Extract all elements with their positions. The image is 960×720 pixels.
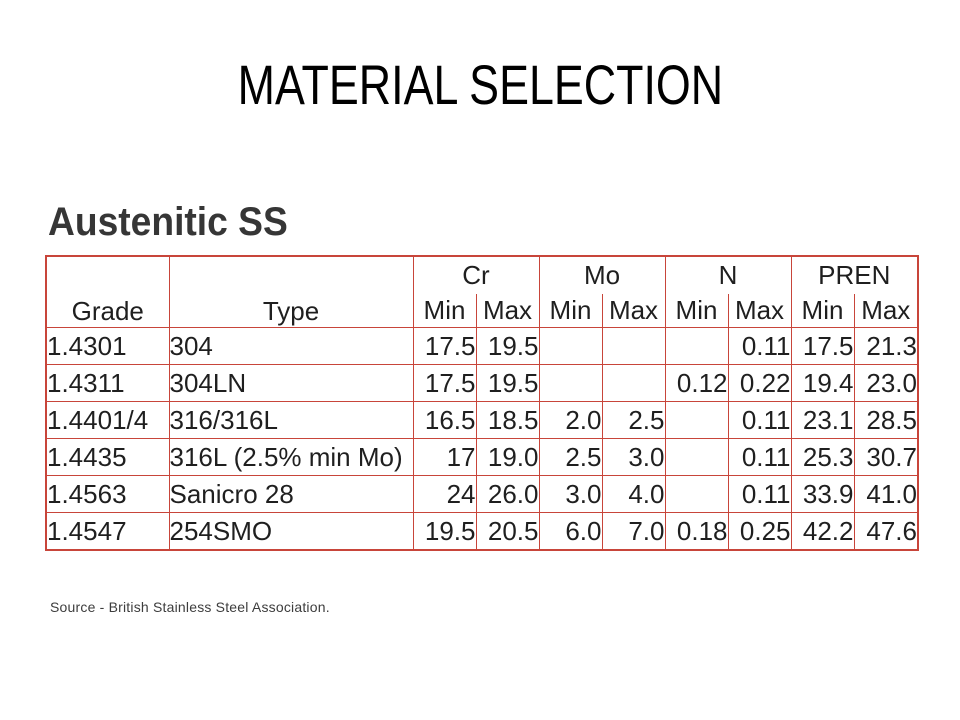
n-min-cell: [664, 401, 729, 439]
type-cell: 304LN: [168, 364, 414, 402]
cr-max-cell: 19.5: [475, 364, 540, 402]
pren-min-cell: 33.9: [790, 475, 855, 513]
mo-min-cell: [538, 327, 603, 365]
pren-min-cell: 19.4: [790, 364, 855, 402]
mo-max-cell: 7.0: [601, 512, 666, 551]
table-row: 1.4547 254SMO 19.5 20.5 6.0 7.0 0.18 0.2…: [45, 512, 919, 551]
grade-cell: 1.4311: [45, 364, 170, 402]
cr-max-cell: 20.5: [475, 512, 540, 551]
table-row: 1.4435 316L (2.5% min Mo) 17 19.0 2.5 3.…: [45, 438, 919, 476]
pren-max-cell: 28.5: [853, 401, 919, 439]
pren-max-cell: 41.0: [853, 475, 919, 513]
header-subrow: Min Max Min Max Min Max Min Max: [46, 294, 919, 328]
column-header-grade: Grade: [45, 255, 170, 328]
cr-max-cell: 26.0: [475, 475, 540, 513]
pren-min-cell: 25.3: [790, 438, 855, 476]
material-table-container: Grade Type Cr Mo N PREN Min Max Min Max …: [45, 255, 919, 551]
column-header-mo-max: Max: [601, 294, 666, 328]
material-table: Grade Type Cr Mo N PREN Min Max Min Max …: [45, 255, 919, 551]
column-header-pren-min: Min: [790, 294, 855, 328]
mo-max-cell: [601, 327, 666, 365]
cr-max-cell: 18.5: [475, 401, 540, 439]
table-row: 1.4563 Sanicro 28 24 26.0 3.0 4.0 0.11 3…: [45, 475, 919, 513]
grade-cell: 1.4547: [45, 512, 170, 551]
n-min-cell: 0.18: [664, 512, 729, 551]
cr-min-cell: 17.5: [412, 327, 477, 365]
n-max-cell: 0.11: [727, 475, 792, 513]
type-cell: 316/316L: [168, 401, 414, 439]
source-note: Source - British Stainless Steel Associa…: [50, 599, 330, 615]
column-group-cr: Cr: [412, 255, 540, 294]
n-min-cell: [664, 438, 729, 476]
mo-min-cell: 2.5: [538, 438, 603, 476]
column-header-n-min: Min: [664, 294, 729, 328]
pren-max-cell: 47.6: [853, 512, 919, 551]
section-heading: Austenitic SS: [48, 200, 306, 245]
slide-title: MATERIAL SELECTION: [0, 53, 960, 116]
cr-min-cell: 17: [412, 438, 477, 476]
pren-max-cell: 30.7: [853, 438, 919, 476]
column-header-n-max: Max: [727, 294, 792, 328]
n-max-cell: 0.11: [727, 327, 792, 365]
cr-min-cell: 24: [412, 475, 477, 513]
column-group-pren: PREN: [790, 255, 919, 294]
table-row: 1.4301 304 17.5 19.5 0.11 17.5 21.3: [45, 327, 919, 365]
column-header-mo-min: Min: [538, 294, 603, 328]
pren-min-cell: 42.2: [790, 512, 855, 551]
type-cell: 316L (2.5% min Mo): [168, 438, 414, 476]
n-min-cell: [664, 327, 729, 365]
grade-cell: 1.4301: [45, 327, 170, 365]
section-heading-text: Austenitic SS: [48, 200, 288, 244]
mo-min-cell: 2.0: [538, 401, 603, 439]
grade-cell: 1.4563: [45, 475, 170, 513]
grade-cell: 1.4401/4: [45, 401, 170, 439]
column-header-pren-max: Max: [853, 294, 919, 328]
pren-min-cell: 17.5: [790, 327, 855, 365]
pren-max-cell: 23.0: [853, 364, 919, 402]
table-row: 1.4401/4 316/316L 16.5 18.5 2.0 2.5 0.11…: [45, 401, 919, 439]
n-max-cell: 0.25: [727, 512, 792, 551]
cr-max-cell: 19.5: [475, 327, 540, 365]
mo-min-cell: 3.0: [538, 475, 603, 513]
slide-title-text: MATERIAL SELECTION: [237, 53, 723, 116]
pren-max-cell: 21.3: [853, 327, 919, 365]
mo-max-cell: 4.0: [601, 475, 666, 513]
n-max-cell: 0.22: [727, 364, 792, 402]
column-group-n: N: [664, 255, 792, 294]
mo-max-cell: 2.5: [601, 401, 666, 439]
mo-min-cell: 6.0: [538, 512, 603, 551]
column-header-cr-max: Max: [475, 294, 540, 328]
cr-min-cell: 17.5: [412, 364, 477, 402]
n-max-cell: 0.11: [727, 438, 792, 476]
column-header-cr-min: Min: [412, 294, 477, 328]
mo-max-cell: 3.0: [601, 438, 666, 476]
column-group-mo: Mo: [538, 255, 666, 294]
type-cell: 304: [168, 327, 414, 365]
table-body: 1.4301 304 17.5 19.5 0.11 17.5 21.3 1.43…: [45, 327, 919, 551]
column-header-type: Type: [168, 255, 414, 328]
mo-max-cell: [601, 364, 666, 402]
pren-min-cell: 23.1: [790, 401, 855, 439]
table-row: 1.4311 304LN 17.5 19.5 0.12 0.22 19.4 23…: [45, 364, 919, 402]
mo-min-cell: [538, 364, 603, 402]
type-cell: 254SMO: [168, 512, 414, 551]
n-min-cell: 0.12: [664, 364, 729, 402]
type-cell: Sanicro 28: [168, 475, 414, 513]
cr-min-cell: 16.5: [412, 401, 477, 439]
cr-max-cell: 19.0: [475, 438, 540, 476]
header-group-row: Grade Type Cr Mo N PREN: [45, 255, 919, 328]
n-max-cell: 0.11: [727, 401, 792, 439]
table-header: Grade Type Cr Mo N PREN Min Max Min Max …: [45, 255, 919, 328]
cr-min-cell: 19.5: [412, 512, 477, 551]
n-min-cell: [664, 475, 729, 513]
grade-cell: 1.4435: [45, 438, 170, 476]
